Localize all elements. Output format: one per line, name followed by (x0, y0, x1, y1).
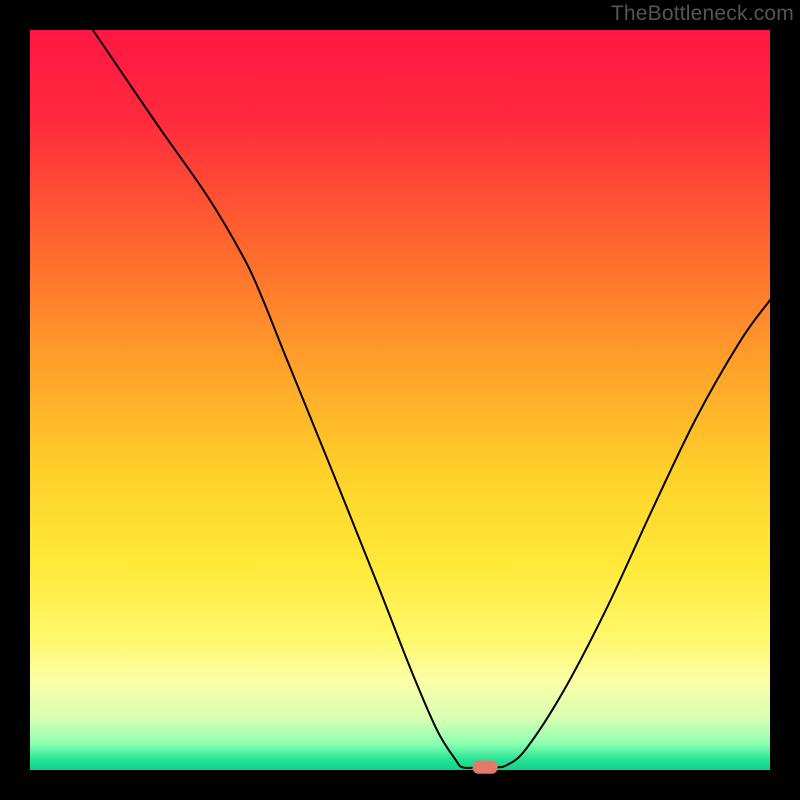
watermark-text: TheBottleneck.com (611, 2, 794, 26)
gradient-background (30, 30, 770, 770)
chart-svg (0, 0, 800, 800)
chart-container: TheBottleneck.com (0, 0, 800, 800)
optimal-marker (473, 760, 498, 773)
